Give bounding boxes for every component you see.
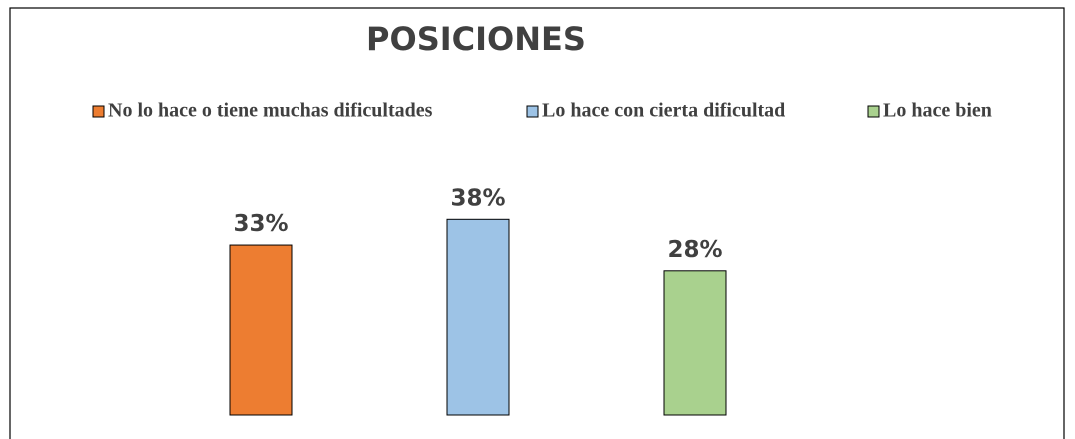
bar <box>663 270 727 416</box>
legend-swatch <box>92 105 105 118</box>
legend-label: Lo hace con cierta dificultad <box>542 100 785 122</box>
chart-frame <box>9 7 1065 439</box>
bar <box>446 218 510 416</box>
data-label: 33% <box>233 211 288 237</box>
data-label: 28% <box>667 237 722 263</box>
chart-title: POSICIONES <box>366 20 586 58</box>
legend-swatch <box>867 105 880 118</box>
legend-label: No lo hace o tiene muchas dificultades <box>108 100 433 122</box>
legend-label: Lo hace bien <box>883 100 992 122</box>
bar <box>229 244 293 416</box>
legend-swatch <box>526 105 539 118</box>
data-label: 38% <box>450 185 505 211</box>
